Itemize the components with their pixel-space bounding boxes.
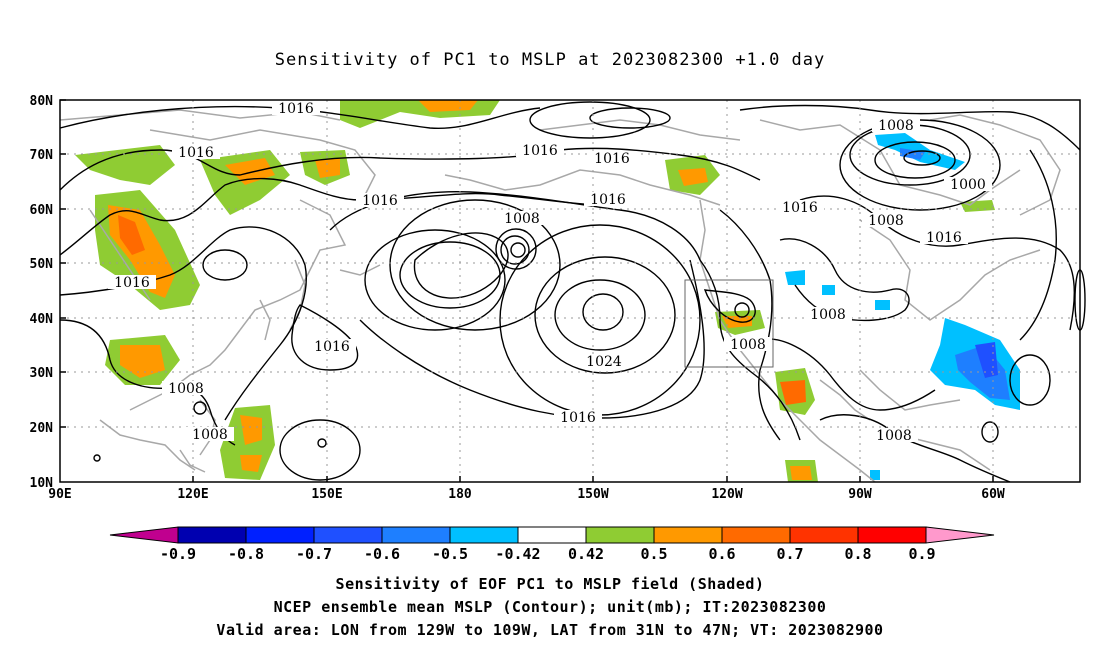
colorbar-label: 0.6 [708,545,735,563]
colorbar-label: -0.42 [495,545,540,563]
lat-label-80n: 80N [30,94,54,109]
contour-label-1016i: 1016 [560,410,596,426]
colorbar-swatch [721,526,791,544]
caption-line-1: Sensitivity of EOF PC1 to MSLP field (Sh… [335,575,765,593]
colorbar-swatch [857,526,927,544]
lon-label-120w: 120W [711,487,742,502]
colorbar-swatch [381,526,451,544]
shade-mex-orange [780,380,806,405]
shade-cam-orange [790,466,812,480]
contour-label-1016g: 1016 [594,151,630,167]
colorbar-high-tip [925,526,995,544]
map-title: Sensitivity of PC1 to MSLP at 2023082300… [274,50,826,70]
shade-greenland-green [960,200,995,212]
colorbar-swatch [313,526,383,544]
shade-us-lightblue1 [785,270,805,285]
valid-area-box [684,279,774,368]
map-frame [59,99,1081,483]
lat-label-60n: 60N [30,203,54,218]
contour-label-1016j: 1016 [782,200,818,216]
colorbar-swatch [245,526,315,544]
shade-okhotsk-orange [315,158,340,178]
contour-label-1008a: 1008 [504,211,540,227]
shade-phil-orange [240,415,262,472]
colorbar-label: 0.9 [908,545,935,563]
lat-label-70n: 70N [30,148,54,163]
contour-label-1008e: 1008 [868,213,904,229]
graticule [60,100,1080,482]
colorbar-swatch [789,526,859,544]
contour-label-1008h: 1008 [876,428,912,444]
lat-label-10n: 10N [30,476,54,491]
contour-label-1016d: 1016 [114,275,150,291]
lat-labels: 80N 70N 60N 50N 40N 30N 20N 10N [30,94,54,491]
lat-label-40n: 40N [30,312,54,327]
colorbar-label: 0.7 [776,545,803,563]
shade-atlantic-darkblue [975,342,998,378]
lon-label-150e: 150E [311,487,342,502]
lat-label-30n: 30N [30,366,54,381]
shade-scs-orange [120,345,165,378]
lon-labels: 90E 120E 150E 180 150W 120W 90W 60W [48,487,1005,502]
colorbar-label: -0.5 [432,545,468,563]
caption-line-3: Valid area: LON from 129W to 109W, LAT f… [216,621,884,639]
contour-label-group: 1016 1016 1016 1016 1016 1016 1016 1016 … [108,101,992,444]
colorbar-label: 0.42 [568,545,604,563]
contour-label-1008b: 1008 [168,381,204,397]
colorbar-swatch [449,526,519,544]
contour-label-1000: 1000 [950,177,986,193]
shade-tropic-lightblue [870,470,880,480]
shade-siberia-green [75,145,175,185]
shade-alaska-orange [678,168,708,186]
colorbar-swatch [517,526,587,544]
colorbar-label: -0.8 [228,545,264,563]
lon-label-180: 180 [448,487,472,502]
lat-label-50n: 50N [30,257,54,272]
contour-label-1008f: 1008 [810,307,846,323]
lon-label-60w: 60W [981,487,1005,502]
contour-label-1016e: 1016 [314,339,350,355]
contour-label-1016k: 1016 [926,230,962,246]
contour-label-1016c: 1016 [362,193,398,209]
colorbar-label: -0.7 [296,545,332,563]
colorbar-label: 0.8 [844,545,871,563]
colorbar-labels: -0.9 -0.8 -0.7 -0.6 -0.5 -0.42 0.42 0.5 … [160,545,936,563]
lon-label-90e: 90E [48,487,71,502]
colorbar-swatch [177,526,247,544]
colorbar-swatch [585,526,655,544]
colorbar-swatch [653,526,723,544]
shade-arctic-green [340,100,500,128]
tick-marks [60,99,994,482]
lon-label-90w: 90W [848,487,872,502]
colorbar-label: -0.6 [364,545,400,563]
lon-label-150w: 150W [577,487,608,502]
lat-label-20n: 20N [30,421,54,436]
caption-line-2: NCEP ensemble mean MSLP (Contour); unit(… [273,598,827,616]
colorbar-low-tip [109,526,179,544]
contour-label-1016a: 1016 [278,101,314,117]
shade-atlantic-blue [955,345,1010,400]
lon-label-120e: 120E [177,487,208,502]
shade-us-lightblue3 [875,300,890,310]
contour-label-1016h: 1016 [590,192,626,208]
contour-label-1024: 1024 [586,354,622,370]
shade-china-red [118,215,145,255]
contour-label-1008g: 1008 [730,337,766,353]
contour-label-1016b: 1016 [178,145,214,161]
contour-label-1008d: 1008 [878,118,914,134]
colorbar-label: 0.5 [640,545,667,563]
colorbar-label: -0.9 [160,545,196,563]
shade-arctic-orange [418,100,478,112]
contour-label-1008c: 1008 [192,427,228,443]
contour-label-1016f: 1016 [522,143,558,159]
shade-us-lightblue2 [822,285,835,295]
colorbar [109,526,995,544]
